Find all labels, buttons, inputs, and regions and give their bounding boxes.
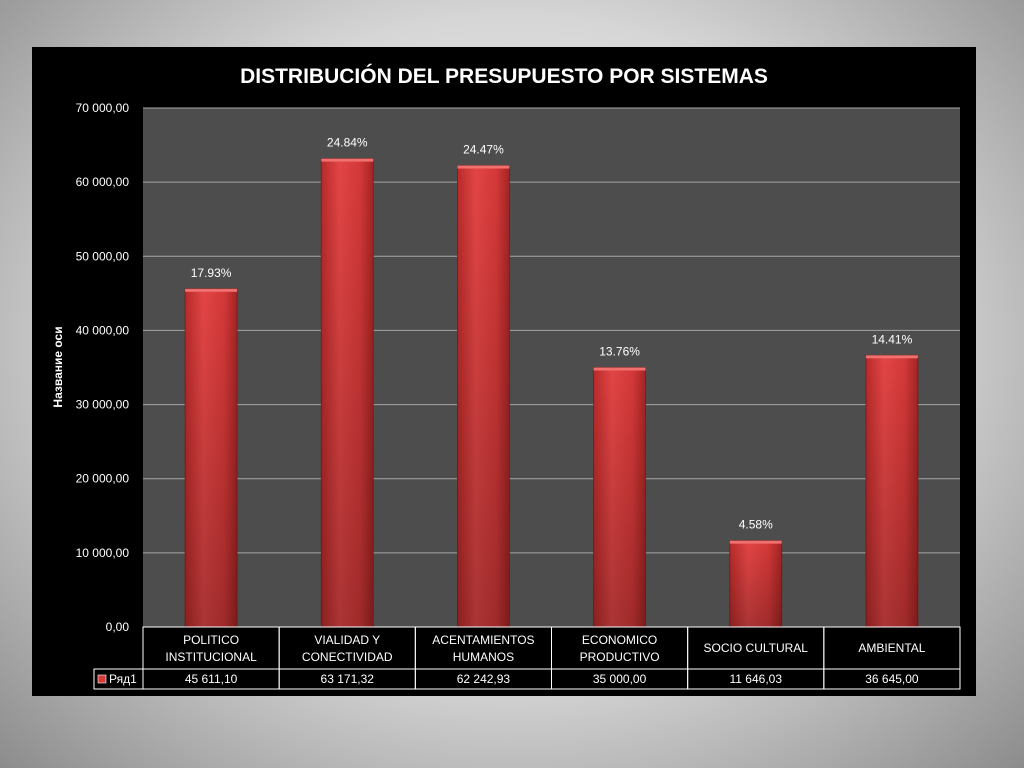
x-category-label: ECONOMICO: [582, 633, 657, 647]
bar-top-highlight: [321, 158, 374, 162]
y-tick-label: 50 000,00: [76, 249, 130, 263]
data-label: 13.76%: [599, 345, 640, 359]
bar-chart: DISTRIBUCIÓN DEL PRESUPUESTO POR SISTEMA…: [51, 64, 961, 690]
y-axis-label: Название оси: [51, 326, 65, 407]
bar-shade: [593, 367, 646, 627]
table-value: 11 646,03: [730, 672, 783, 686]
chart-title: DISTRIBUCIÓN DEL PRESUPUESTO POR SISTEMA…: [240, 64, 768, 88]
table-value: 35 000,00: [593, 672, 647, 686]
data-label: 14.41%: [872, 332, 913, 346]
bar-top-highlight: [457, 165, 510, 169]
y-tick-label: 40 000,00: [76, 323, 130, 337]
plot-background: [143, 108, 960, 627]
bar-shade: [185, 288, 238, 627]
legend-series-name: Ряд1: [109, 672, 137, 686]
y-tick-label: 60 000,00: [76, 175, 130, 189]
x-category-label: PRODUCTIVO: [580, 650, 660, 664]
bar-top-highlight: [593, 367, 646, 371]
bar-shade: [321, 158, 374, 627]
chart-panel: DISTRIBUCIÓN DEL PRESUPUESTO POR SISTEMA…: [32, 47, 976, 696]
table-value: 62 242,93: [457, 672, 511, 686]
y-tick-label: 30 000,00: [76, 398, 130, 412]
data-table: POLITICO INSTITUCIONAL VIALIDAD Y CONECTIVI…: [93, 626, 961, 690]
bar-shade: [729, 540, 782, 627]
table-value: 63 171,32: [321, 672, 375, 686]
x-category-label: SOCIO CULTURAL: [704, 641, 809, 655]
y-tick-label: 10 000,00: [76, 546, 130, 560]
y-tick-label: 70 000,00: [76, 101, 130, 115]
plot-area: 0,00 10 000,00 20 000,00 30 000,00 40 000,00…: [76, 101, 960, 634]
x-category-label: INSTITUCIONAL: [165, 650, 257, 664]
x-category-label: HUMANOS: [453, 650, 514, 664]
x-category-label: POLITICO: [183, 633, 239, 647]
bar-shade: [865, 355, 918, 627]
bar-shade: [457, 165, 510, 627]
y-tick-label: 0,00: [106, 620, 130, 634]
bar-top-highlight: [185, 288, 238, 292]
table-value-cell: [823, 668, 961, 690]
table-value: 45 611,10: [185, 672, 238, 686]
bar-top-highlight: [729, 540, 782, 544]
data-label: 24.47%: [463, 143, 504, 157]
y-tick-label: 20 000,00: [76, 472, 130, 486]
x-category-label: CONECTIVIDAD: [302, 650, 393, 664]
bar-top-highlight: [865, 355, 918, 359]
legend-key: [97, 674, 107, 684]
table-value: 36 645,00: [865, 672, 919, 686]
x-category-label: AMBIENTAL: [858, 641, 925, 655]
x-category-label: VIALIDAD Y: [314, 633, 380, 647]
x-category-label: ACENTAMIENTOS: [432, 633, 534, 647]
data-label: 4.58%: [739, 518, 773, 532]
data-label: 17.93%: [191, 266, 232, 280]
data-label: 24.84%: [327, 136, 368, 150]
